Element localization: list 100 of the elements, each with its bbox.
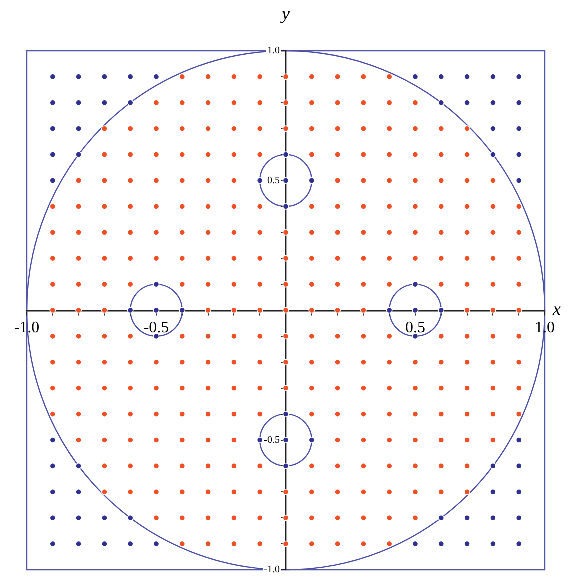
- point: [102, 178, 108, 184]
- point: [153, 255, 160, 262]
- point: [153, 126, 160, 132]
- point: [50, 514, 56, 522]
- point: [76, 281, 82, 288]
- point: [127, 74, 134, 80]
- point: [464, 281, 470, 288]
- point: [516, 255, 522, 262]
- point: [438, 540, 445, 548]
- point: [231, 488, 238, 496]
- point: [516, 74, 522, 80]
- point: [153, 385, 160, 392]
- point: [76, 229, 82, 236]
- point: [231, 126, 238, 132]
- point: [127, 463, 134, 470]
- point: [438, 152, 445, 158]
- point: [360, 463, 367, 470]
- point: [256, 100, 264, 106]
- point: [76, 385, 82, 392]
- point: [438, 229, 445, 236]
- point: [50, 411, 56, 418]
- point: [464, 540, 470, 548]
- point: [179, 100, 186, 106]
- point: [412, 281, 419, 288]
- point: [205, 204, 212, 210]
- point: [50, 229, 56, 236]
- point: [153, 540, 160, 548]
- point: [308, 333, 316, 340]
- point: [412, 359, 419, 366]
- point: [153, 178, 160, 184]
- point: [386, 281, 393, 288]
- point: [308, 204, 316, 210]
- point: [334, 126, 341, 132]
- point: [256, 255, 264, 262]
- point: [360, 178, 367, 184]
- point: [464, 255, 470, 262]
- point: [360, 255, 367, 262]
- point: [127, 411, 134, 418]
- point: [205, 333, 212, 340]
- point: [516, 204, 522, 210]
- point: [438, 463, 445, 470]
- point: [386, 540, 393, 548]
- point: [76, 100, 82, 106]
- point: [412, 255, 419, 262]
- point: [179, 307, 186, 314]
- point: [179, 463, 186, 470]
- point: [153, 100, 160, 106]
- point: [256, 385, 264, 392]
- point: [127, 514, 134, 522]
- point: [360, 74, 367, 80]
- point: [205, 514, 212, 522]
- point: [205, 437, 212, 444]
- point: [231, 463, 238, 470]
- point: [153, 463, 160, 470]
- point: [76, 178, 82, 184]
- point: [50, 540, 56, 548]
- point: [50, 152, 56, 158]
- point: [412, 229, 419, 236]
- point: [179, 204, 186, 210]
- point: [412, 514, 419, 522]
- point: [102, 255, 108, 262]
- point: [464, 74, 470, 80]
- point: [127, 540, 134, 548]
- point: [334, 463, 341, 470]
- point: [438, 100, 445, 106]
- point: [412, 152, 419, 158]
- point: [282, 411, 290, 418]
- point: [102, 359, 108, 366]
- point: [205, 463, 212, 470]
- point: [231, 100, 238, 106]
- point: [412, 74, 419, 80]
- point: [308, 437, 316, 444]
- point: [386, 437, 393, 444]
- point: [153, 281, 160, 288]
- point: [438, 359, 445, 366]
- point: [127, 255, 134, 262]
- point: [386, 74, 393, 80]
- point: [386, 255, 393, 262]
- point: [153, 359, 160, 366]
- point: [50, 333, 56, 340]
- point: [50, 178, 56, 184]
- point: [50, 100, 56, 106]
- point: [412, 463, 419, 470]
- point: [102, 204, 108, 210]
- point: [179, 488, 186, 496]
- point: [127, 126, 134, 132]
- point: [127, 488, 134, 496]
- point: [334, 411, 341, 418]
- point: [76, 488, 82, 496]
- y-tick-label: -0.5: [264, 434, 280, 446]
- point: [76, 307, 82, 314]
- point: [412, 437, 419, 444]
- point: [490, 126, 496, 132]
- point: [308, 359, 316, 366]
- point: [127, 204, 134, 210]
- point: [464, 229, 470, 236]
- point: [76, 204, 82, 210]
- point: [464, 307, 470, 314]
- point: [153, 411, 160, 418]
- point: [256, 437, 264, 444]
